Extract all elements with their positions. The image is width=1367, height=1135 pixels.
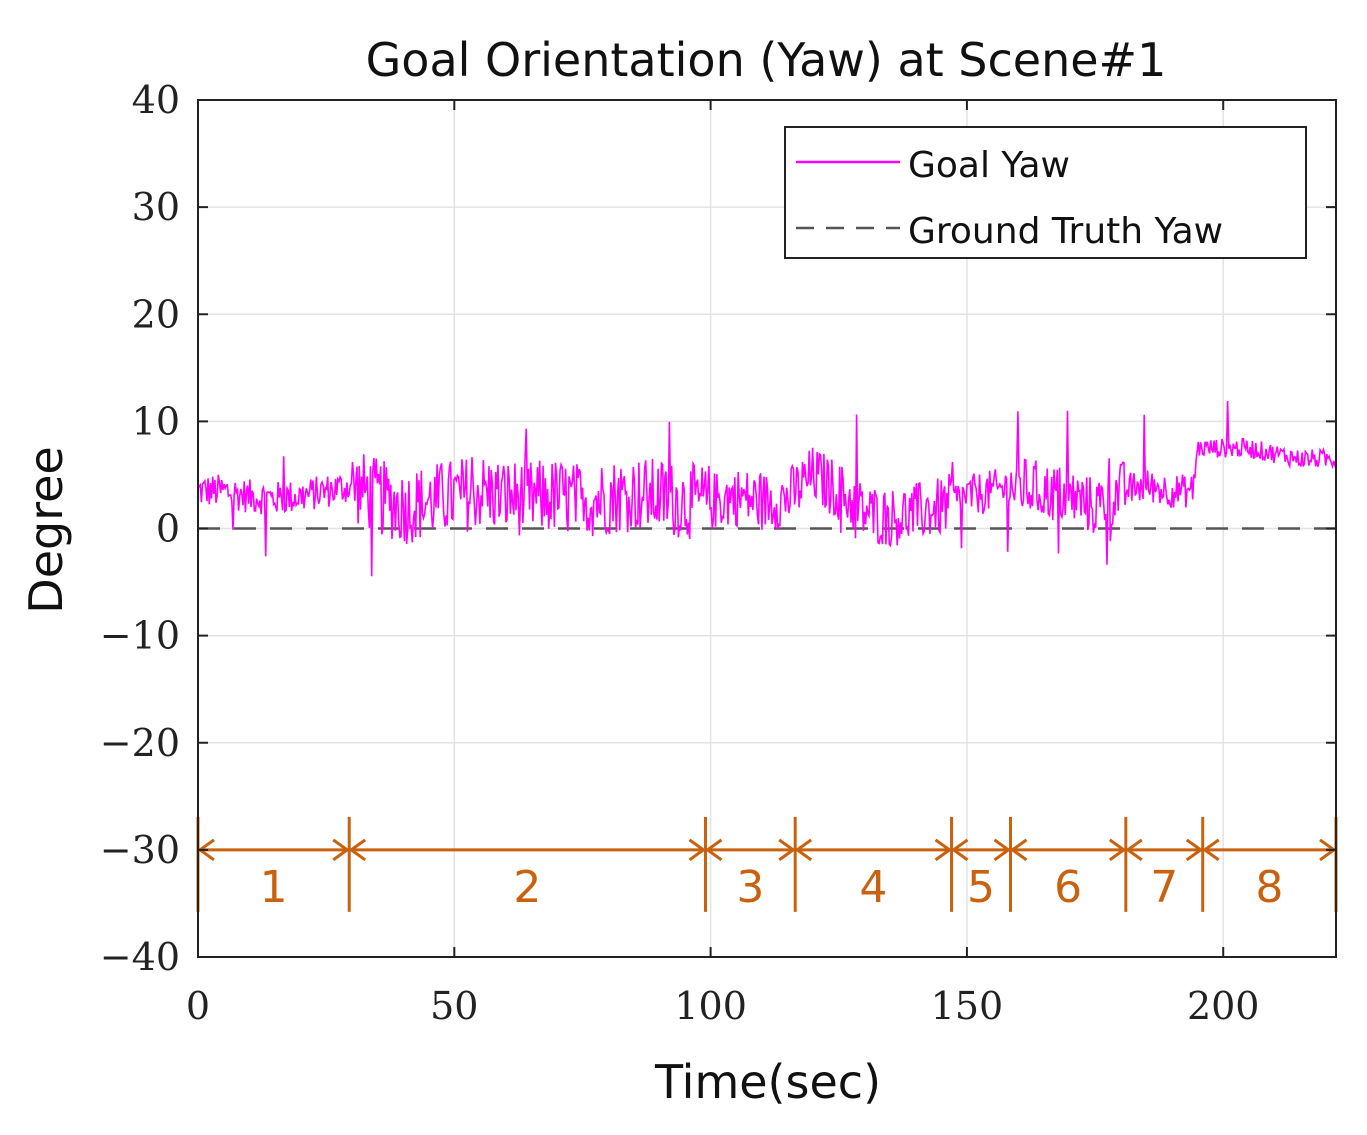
x-tick-label: 100 xyxy=(674,984,747,1028)
segment-1-arrow-right xyxy=(332,838,350,862)
segment-label: 8 xyxy=(1255,862,1283,913)
y-tick-label: −10 xyxy=(100,614,180,658)
goal-yaw-line xyxy=(197,400,1337,577)
segment-3-arrow-left xyxy=(704,838,723,862)
segment-2-arrow-right xyxy=(688,838,707,862)
legend-box xyxy=(784,126,1307,259)
segment-label: 3 xyxy=(736,862,764,913)
plot-data xyxy=(197,400,1337,577)
y-tick-label: 40 xyxy=(132,78,180,122)
y-tick-label: 20 xyxy=(132,292,180,336)
segment-5-arrow-left xyxy=(950,838,969,862)
segment-6-arrow-right xyxy=(1108,838,1127,862)
legend-goal-yaw-label: Goal Yaw xyxy=(908,145,1070,186)
legend: Goal Yaw Ground Truth Yaw xyxy=(784,126,1307,259)
chart-title: Goal Orientation (Yaw) at Scene#1 xyxy=(366,33,1167,87)
y-tick-label: −30 xyxy=(100,828,180,872)
y-tick-label: 30 xyxy=(132,185,180,229)
x-tick-label: 0 xyxy=(186,984,210,1028)
segment-label: 6 xyxy=(1054,862,1082,913)
segment-label: 5 xyxy=(967,862,995,913)
segment-7-arrow-left xyxy=(1125,838,1143,862)
y-tick-label: −40 xyxy=(100,935,180,979)
segment-2-arrow-left xyxy=(348,838,367,862)
segment-label: 2 xyxy=(513,862,541,913)
legend-ground-truth-label: Ground Truth Yaw xyxy=(908,211,1223,252)
segment-label: 7 xyxy=(1150,862,1178,913)
y-tick-label: 0 xyxy=(156,507,180,551)
segment-5-arrow-right xyxy=(993,838,1012,862)
segment-4-arrow-right xyxy=(934,838,953,862)
y-axis-label: Degree xyxy=(19,446,73,613)
x-tick-label: 150 xyxy=(931,984,1004,1028)
y-tick-label: 10 xyxy=(132,399,180,443)
x-tick-label: 50 xyxy=(430,984,478,1028)
segment-6-arrow-left xyxy=(1009,838,1028,862)
segment-label: 1 xyxy=(260,862,288,913)
segment-8-arrow-left xyxy=(1202,838,1220,862)
segment-annotations: 1 2 3 4 5 6 7 8 xyxy=(196,816,1338,913)
segment-4-arrow-left xyxy=(794,838,813,862)
segment-label: 4 xyxy=(859,862,887,913)
x-axis-label: Time(sec) xyxy=(654,1055,881,1109)
x-tick-label: 200 xyxy=(1187,984,1260,1028)
y-tick-label: −20 xyxy=(100,721,180,765)
segment-3-arrow-right xyxy=(778,838,796,862)
segment-7-arrow-right xyxy=(1185,838,1204,862)
